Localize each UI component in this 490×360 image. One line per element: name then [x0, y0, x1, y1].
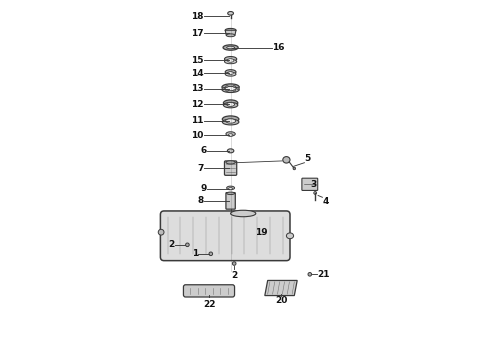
- Ellipse shape: [227, 186, 235, 190]
- Ellipse shape: [209, 252, 213, 256]
- Ellipse shape: [225, 86, 236, 91]
- Text: 14: 14: [191, 68, 204, 77]
- Ellipse shape: [224, 59, 237, 64]
- Ellipse shape: [224, 57, 237, 62]
- Polygon shape: [265, 280, 297, 296]
- Ellipse shape: [237, 88, 239, 90]
- Ellipse shape: [226, 34, 235, 37]
- Text: 2: 2: [231, 271, 237, 280]
- Ellipse shape: [229, 188, 233, 190]
- Text: 1: 1: [192, 249, 198, 258]
- Text: 20: 20: [275, 296, 287, 305]
- Ellipse shape: [225, 70, 236, 74]
- Ellipse shape: [314, 192, 317, 194]
- Text: 21: 21: [317, 270, 329, 279]
- Ellipse shape: [228, 12, 233, 15]
- Ellipse shape: [226, 85, 228, 87]
- Ellipse shape: [227, 102, 235, 107]
- Ellipse shape: [283, 157, 290, 163]
- Ellipse shape: [227, 149, 234, 153]
- Ellipse shape: [226, 90, 228, 92]
- Ellipse shape: [158, 229, 164, 235]
- Text: 4: 4: [322, 197, 329, 206]
- Text: 6: 6: [201, 146, 207, 156]
- Ellipse shape: [225, 28, 236, 32]
- Text: 19: 19: [255, 228, 268, 237]
- Ellipse shape: [308, 273, 312, 276]
- FancyBboxPatch shape: [183, 285, 235, 297]
- FancyBboxPatch shape: [160, 211, 290, 261]
- Ellipse shape: [225, 119, 236, 123]
- Ellipse shape: [223, 45, 238, 50]
- Ellipse shape: [233, 90, 236, 92]
- Ellipse shape: [223, 100, 238, 106]
- Text: 18: 18: [191, 12, 204, 21]
- FancyBboxPatch shape: [224, 161, 237, 175]
- FancyBboxPatch shape: [226, 193, 235, 209]
- Ellipse shape: [225, 72, 236, 76]
- Text: 8: 8: [197, 197, 204, 205]
- Polygon shape: [225, 30, 236, 35]
- Ellipse shape: [222, 119, 239, 125]
- FancyBboxPatch shape: [302, 178, 318, 190]
- Ellipse shape: [222, 88, 224, 90]
- Text: 10: 10: [191, 130, 204, 139]
- Ellipse shape: [227, 192, 235, 194]
- Text: 9: 9: [201, 184, 207, 193]
- Text: 16: 16: [272, 43, 285, 52]
- Ellipse shape: [222, 87, 239, 93]
- Ellipse shape: [227, 59, 234, 62]
- Ellipse shape: [223, 102, 238, 108]
- Ellipse shape: [256, 214, 267, 220]
- Text: 22: 22: [203, 300, 215, 309]
- Text: 3: 3: [311, 180, 317, 189]
- Ellipse shape: [226, 161, 235, 164]
- Ellipse shape: [286, 233, 294, 239]
- Text: 2: 2: [169, 240, 175, 249]
- Ellipse shape: [293, 167, 295, 170]
- Ellipse shape: [186, 243, 189, 247]
- Ellipse shape: [228, 134, 233, 136]
- Text: 13: 13: [191, 84, 204, 93]
- Text: 5: 5: [304, 154, 311, 163]
- Ellipse shape: [227, 46, 235, 49]
- Ellipse shape: [222, 116, 239, 122]
- Ellipse shape: [226, 132, 235, 136]
- Ellipse shape: [228, 72, 233, 75]
- Ellipse shape: [231, 210, 256, 217]
- Text: 7: 7: [197, 163, 204, 172]
- Text: 15: 15: [191, 56, 204, 65]
- Ellipse shape: [222, 84, 239, 90]
- Text: 12: 12: [191, 100, 204, 109]
- FancyBboxPatch shape: [257, 216, 266, 225]
- Ellipse shape: [233, 85, 236, 87]
- Text: 11: 11: [191, 116, 204, 125]
- Ellipse shape: [232, 262, 236, 265]
- Text: 17: 17: [191, 29, 204, 37]
